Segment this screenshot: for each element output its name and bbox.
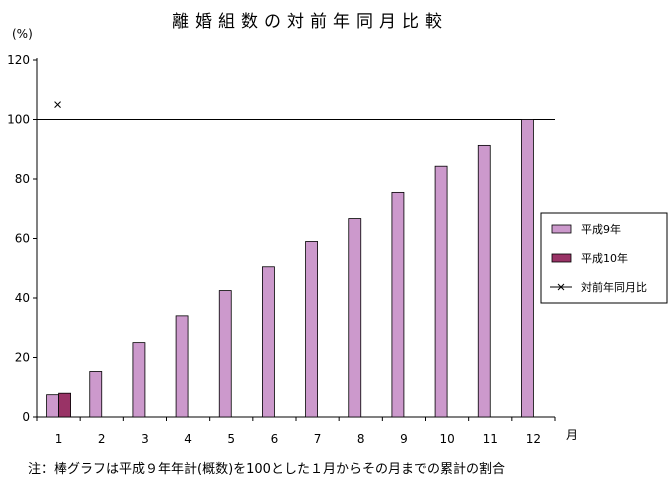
bar-平成9年-1 [46, 394, 59, 418]
chart-title: 離婚組数の対前年同月比較 [172, 12, 448, 32]
bar-平成9年-11 [477, 144, 491, 418]
legend-swatch [551, 253, 572, 263]
x-tick-label-9: 9 [400, 432, 408, 446]
bar-平成9年-3 [132, 342, 146, 418]
y-tick-label-5: 100 [7, 113, 30, 127]
legend-swatch [551, 224, 572, 234]
y-tick-label-1: 20 [15, 351, 30, 365]
legend-item-対前年同月比: 対前年同月比 [550, 280, 647, 294]
bar-平成9年-8 [348, 218, 362, 418]
x-axis-label: 月 [566, 428, 578, 442]
y-tick-label-2: 40 [15, 291, 30, 305]
bar-平成9年-5 [218, 290, 232, 418]
y-axis-label: (%) [12, 27, 33, 41]
bar-平成10年-1 [58, 392, 71, 418]
y-tick-label-6: 120 [7, 53, 30, 67]
x-tick-label-1: 1 [55, 432, 63, 446]
legend-label: 対前年同月比 [581, 280, 647, 294]
y-tick-label-3: 60 [15, 232, 30, 246]
bar-平成9年-12 [521, 119, 534, 418]
x-tick-label-6: 6 [271, 432, 279, 446]
marker-対前年同月比-1 [54, 101, 61, 108]
x-tick-label-3: 3 [141, 432, 149, 446]
legend-label: 平成9年 [581, 222, 621, 236]
x-tick-label-11: 11 [483, 432, 498, 446]
x-tick-label-10: 10 [439, 432, 454, 446]
x-tick-label-7: 7 [314, 432, 322, 446]
bar-平成9年-10 [434, 165, 448, 418]
x-tick-label-5: 5 [227, 432, 235, 446]
footnote: 注：棒グラフは平成９年年計(概数)を100とした１月からその月までの累計の割合 [28, 461, 505, 477]
x-tick-label-4: 4 [184, 432, 192, 446]
x-tick-label-8: 8 [357, 432, 365, 446]
legend-item-平成10年: 平成10年 [551, 251, 628, 265]
bar-平成9年-7 [305, 241, 318, 418]
y-tick-label-4: 80 [15, 172, 30, 186]
y-tick-label-0: 0 [22, 410, 30, 424]
bar-平成9年-4 [175, 315, 189, 418]
bar-平成9年-9 [391, 191, 405, 418]
legend-item-平成9年: 平成9年 [551, 222, 621, 236]
bar-平成9年-6 [262, 266, 275, 418]
legend-label: 平成10年 [581, 251, 628, 265]
x-tick-label-12: 12 [526, 432, 541, 446]
bar-平成9年-2 [89, 371, 103, 418]
x-tick-label-2: 2 [98, 432, 106, 446]
